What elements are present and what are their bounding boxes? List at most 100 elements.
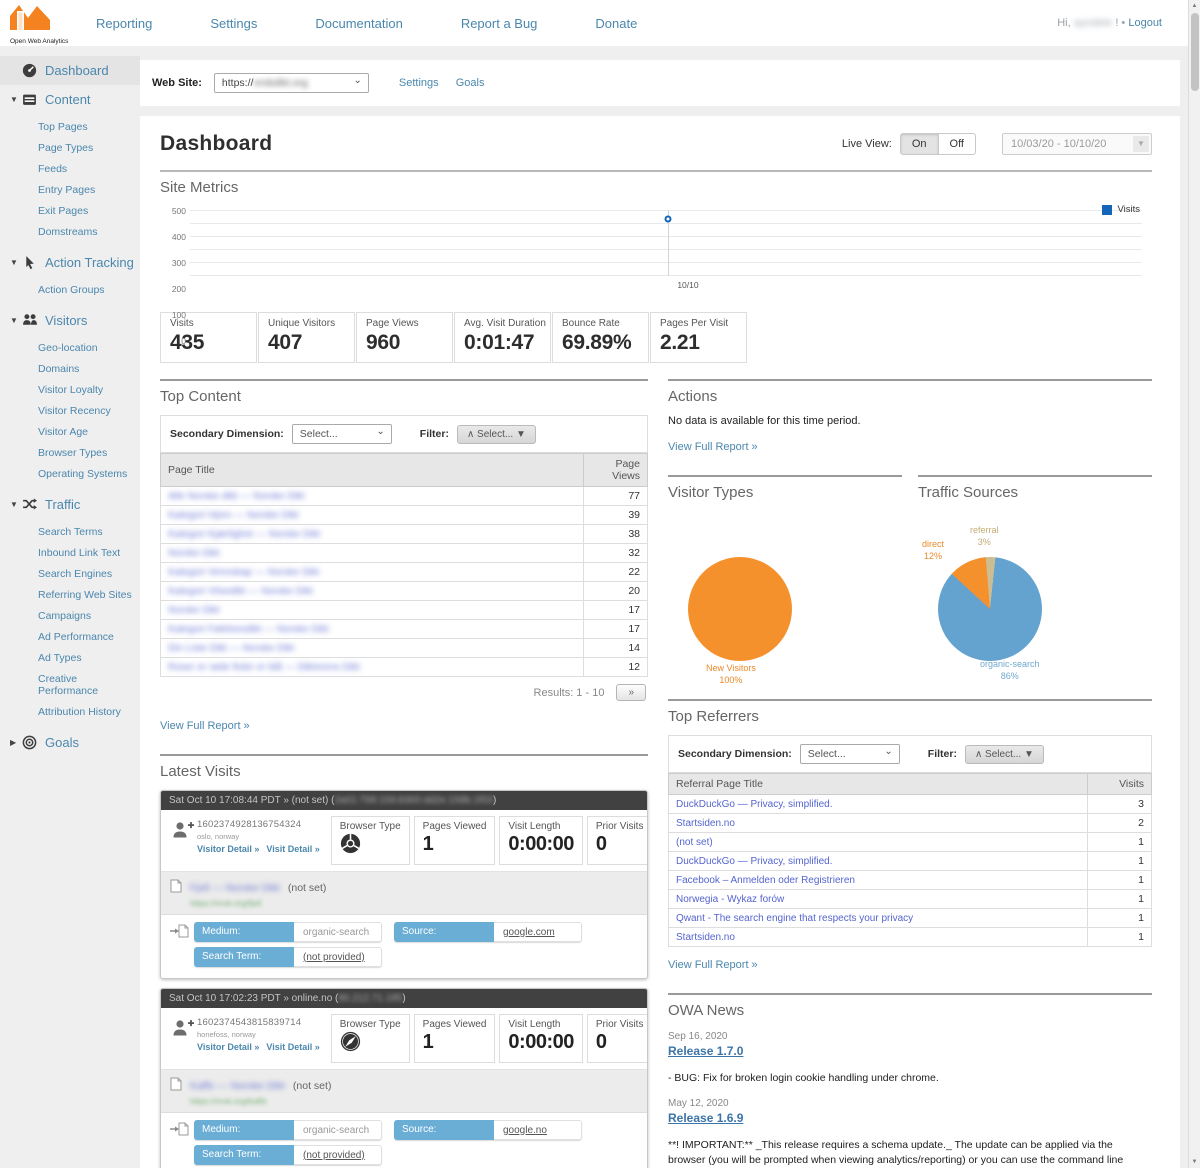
nav-documentation[interactable]: Documentation: [315, 15, 403, 31]
visitor-detail-link[interactable]: Visitor Detail »: [197, 844, 260, 854]
sidebar-subitem-entry-pages[interactable]: Entry Pages: [38, 183, 96, 196]
website-select[interactable]: https://nrskdikt.org: [213, 73, 369, 93]
live-view-on-button[interactable]: On: [899, 133, 939, 155]
top-content-view-full-report-link[interactable]: View Full Report »: [160, 720, 250, 732]
row-value-cell: 3: [1087, 794, 1152, 814]
site-settings-link[interactable]: Settings: [398, 77, 439, 89]
scroll-down-icon[interactable]: ▼: [1189, 1156, 1200, 1168]
filter-select-button[interactable]: ∧ Select... ▼: [964, 744, 1044, 764]
sidebar-subitem-geo-location[interactable]: Geo-location: [38, 341, 98, 354]
nav-report-a-bug[interactable]: Report a Bug: [460, 15, 538, 31]
referral-page-link[interactable]: DuckDuckGo — Privacy, simplified.: [676, 799, 833, 810]
sidebar-subitem-visitor-age[interactable]: Visitor Age: [38, 425, 89, 438]
referral-page-link[interactable]: (not set): [676, 837, 713, 848]
sidebar-subitem-campaigns[interactable]: Campaigns: [38, 609, 92, 622]
page-not-set-text: (not set): [292, 1080, 332, 1092]
visit-detail-link[interactable]: Visit Detail »: [266, 1042, 320, 1052]
visits-data-point[interactable]: [664, 215, 672, 223]
page-scrollbar[interactable]: ▲ ▼: [1188, 0, 1200, 1168]
scroll-up-icon[interactable]: ▲: [1189, 0, 1200, 12]
sidebar-subitem-page-types[interactable]: Page Types: [38, 141, 94, 154]
page-title-link-blurred[interactable]: Din Liste Dikt — Norske Dikt: [168, 643, 295, 654]
sidebar-subitem-ad-performance[interactable]: Ad Performance: [38, 630, 114, 643]
sidebar-subitem-search-engines[interactable]: Search Engines: [38, 567, 113, 580]
nav-donate[interactable]: Donate: [595, 15, 638, 31]
page-title-link-blurred[interactable]: Kategori Følelsesdikt — Norske Dikt: [168, 624, 329, 635]
top-referrers-view-full-report-link[interactable]: View Full Report »: [668, 959, 758, 971]
secondary-dimension-select[interactable]: Select...: [291, 424, 392, 444]
chart-gridline: 0: [181, 275, 1142, 346]
visit-detail-link[interactable]: Visit Detail »: [266, 844, 320, 854]
filter-select-button[interactable]: ∧ Select... ▼: [456, 424, 536, 444]
search-term-value-link[interactable]: (not provided): [303, 951, 365, 963]
visit-card: Sat Oct 10 17:08:44 PDT » (not set) (2a0…: [160, 790, 648, 979]
visitor-info: 1602374928136754324 oslo, norway Visitor D…: [163, 811, 329, 870]
visit-length-value: 0:00:00: [508, 1031, 574, 1053]
referral-page-link[interactable]: Facebook – Anmelden oder Registrieren: [676, 875, 855, 886]
row-title-cell: Kategori Følelsesdikt — Norske Dikt: [160, 619, 584, 639]
page-title-link-blurred[interactable]: Kategori Hjem — Norske Dikt: [168, 510, 299, 521]
sidebar-item-content[interactable]: ▼ Content: [0, 85, 140, 114]
next-page-button[interactable]: »: [616, 684, 646, 701]
referral-page-link[interactable]: Startsiden.no: [676, 932, 735, 943]
referral-page-link[interactable]: Startsiden.no: [676, 818, 735, 829]
page-title-link-blurred[interactable]: Norske Dikt: [168, 605, 220, 616]
sidebar-item-traffic[interactable]: ▼ Traffic: [0, 490, 140, 519]
sidebar-subitem-browser-types[interactable]: Browser Types: [38, 446, 108, 459]
source-chips: Medium: organic-search Source: google.no Sea…: [194, 1120, 594, 1168]
page-title-link-blurred[interactable]: Kategori Vitsedikt — Norske Dikt: [168, 586, 313, 597]
actions-view-full-report-link[interactable]: View Full Report »: [668, 441, 758, 453]
page-title-link-blurred[interactable]: Kategori Kjærlighet — Norske Dikt: [168, 529, 321, 540]
sidebar-subitem-ad-types[interactable]: Ad Types: [38, 651, 82, 664]
referral-page-link[interactable]: Norwegia - Wykaz forów: [676, 894, 785, 905]
release-link[interactable]: Release 1.6.9: [668, 1110, 744, 1125]
page-title-link-blurred[interactable]: Kaffe — Norske Dikt: [190, 1080, 285, 1092]
site-goals-link[interactable]: Goals: [455, 77, 485, 89]
sidebar-item-action-tracking[interactable]: ▼ Action Tracking: [0, 248, 140, 277]
sidebar-subitem-domains[interactable]: Domains: [38, 362, 80, 375]
sidebar-subitem-operating-systems[interactable]: Operating Systems: [38, 467, 128, 480]
source-value-link[interactable]: google.no: [503, 1124, 547, 1136]
sidebar-subitem-attribution-history[interactable]: Attribution History: [38, 705, 121, 718]
sidebar-subitem-visitor-loyalty[interactable]: Visitor Loyalty: [38, 383, 104, 396]
sidebar-subitem-visitor-recency[interactable]: Visitor Recency: [38, 404, 111, 417]
secondary-dimension-select[interactable]: Select...: [799, 744, 900, 764]
traffic-sources-pie: [938, 557, 1042, 661]
page-title-link-blurred[interactable]: Kategori Vennskap — Norske Dikt: [168, 567, 320, 578]
sidebar-subitem-domstreams[interactable]: Domstreams: [38, 225, 98, 238]
sidebar-subitem-feeds[interactable]: Feeds: [38, 162, 68, 175]
page-title-link-blurred[interactable]: Fjell — Norske Dikt: [190, 882, 280, 894]
visitor-detail-link[interactable]: Visitor Detail »: [197, 1042, 260, 1052]
sidebar-item-visitors[interactable]: ▼ Visitors: [0, 306, 140, 335]
sidebar-subitem-search-terms[interactable]: Search Terms: [38, 525, 103, 538]
search-term-value-link[interactable]: (not provided): [303, 1149, 365, 1161]
sidebar-subitem-creative-performance[interactable]: Creative Performance: [38, 672, 99, 697]
sidebar-item-goals[interactable]: ▶ Goals: [0, 728, 140, 757]
nav-reporting[interactable]: Reporting: [96, 15, 153, 31]
visit-header: Sat Oct 10 17:02:23 PDT » online.no (80.…: [161, 989, 647, 1008]
content-icon: [22, 92, 37, 107]
date-range-picker[interactable]: 10/03/20 - 10/10/20 ▼: [1002, 133, 1152, 155]
sidebar-subitem-inbound-link-text[interactable]: Inbound Link Text: [38, 546, 121, 559]
page-title-link-blurred[interactable]: Alle Norske dikt — Norske Dikt: [168, 491, 305, 502]
sidebar-subitem-top-pages[interactable]: Top Pages: [38, 120, 88, 133]
referral-page-link[interactable]: DuckDuckGo — Privacy, simplified.: [676, 856, 833, 867]
logout-link[interactable]: Logout: [1128, 17, 1162, 29]
sidebar-subitem-referring-web-sites[interactable]: Referring Web Sites: [38, 588, 132, 601]
page-title-link-blurred[interactable]: Roser er røde fioler er blå — Dikterens …: [168, 662, 360, 673]
sidebar-subitem-action-groups[interactable]: Action Groups: [38, 283, 105, 296]
greeting: Hi, ayodele ! • Logout: [1057, 17, 1188, 29]
scrollbar-thumb[interactable]: [1190, 13, 1199, 91]
release-link[interactable]: Release 1.7.0: [668, 1044, 744, 1058]
table-row: Din Liste Dikt — Norske Dikt 14: [160, 638, 648, 658]
sidebar-item-dashboard[interactable]: Dashboard: [0, 56, 140, 85]
referral-page-link[interactable]: Qwant - The search engine that respects …: [676, 913, 914, 924]
owa-logo[interactable]: Open Web Analytics: [0, 2, 96, 45]
sidebar-subitem-exit-pages[interactable]: Exit Pages: [38, 204, 89, 217]
page-title-link-blurred[interactable]: Norske Dikt: [168, 548, 220, 559]
greeting-suffix: ! •: [1115, 17, 1126, 29]
nav-settings[interactable]: Settings: [210, 15, 258, 31]
source-value-link[interactable]: google.com: [503, 926, 555, 938]
live-view-off-button[interactable]: Off: [938, 133, 976, 155]
visit-body: 1602374928136754324 oslo, norway Visitor D…: [161, 810, 647, 872]
